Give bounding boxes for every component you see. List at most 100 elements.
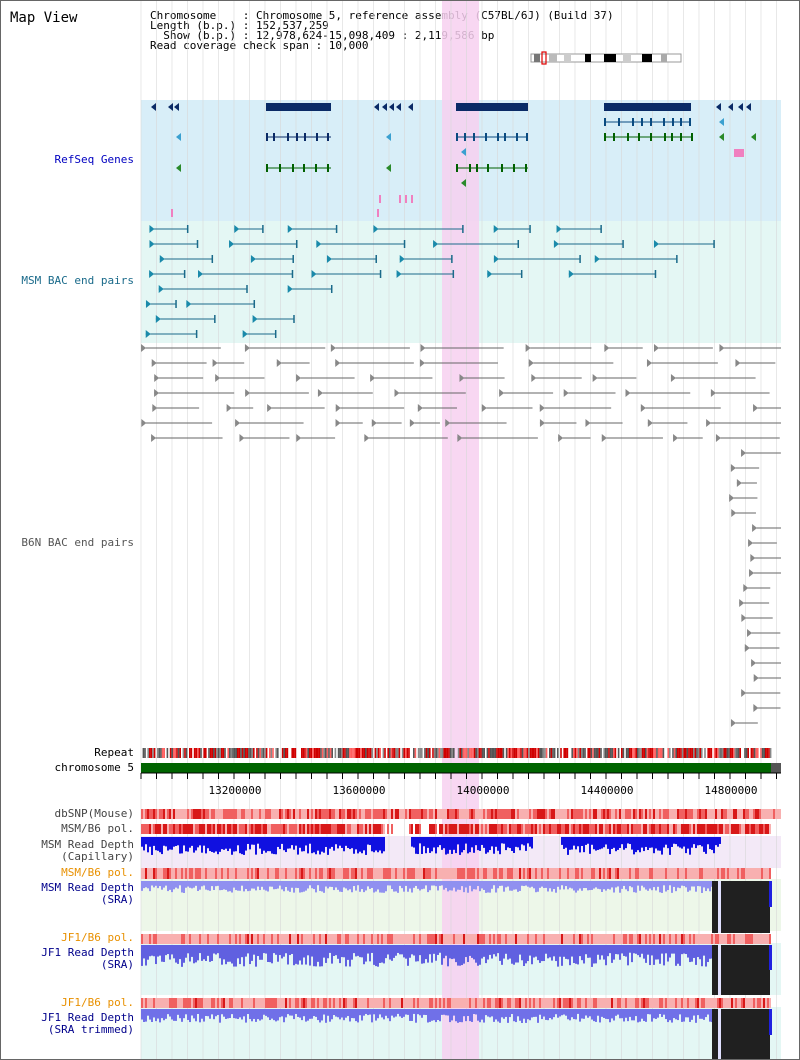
heat-cell xyxy=(605,934,607,944)
heat-cell xyxy=(693,809,695,819)
depth-bar xyxy=(343,1009,345,1021)
heat-cell xyxy=(499,868,501,879)
heat-cell xyxy=(189,824,191,834)
repeat-block xyxy=(765,748,767,758)
repeat-block xyxy=(313,748,316,758)
heat-cell xyxy=(377,998,379,1008)
heat-cell xyxy=(313,998,315,1008)
heat-cell xyxy=(555,809,557,819)
heat-cell xyxy=(629,934,631,944)
heat-cell xyxy=(367,868,369,879)
repeat-block xyxy=(453,748,455,758)
depth-bar xyxy=(645,945,647,963)
heat-cell xyxy=(479,824,481,834)
repeat-block xyxy=(625,748,628,758)
heat-cell xyxy=(601,998,603,1008)
heat-cell xyxy=(231,809,233,819)
heat-cell xyxy=(369,934,371,944)
repeat-block xyxy=(160,748,162,758)
depth-bar xyxy=(639,837,641,853)
exon xyxy=(618,118,620,126)
depth-bar xyxy=(463,881,465,893)
depth-bar xyxy=(415,837,417,854)
depth-bar xyxy=(671,1009,673,1023)
heat-cell xyxy=(657,824,659,834)
heat-cell xyxy=(265,809,267,819)
heat-cell xyxy=(141,809,143,819)
repeat-block xyxy=(147,748,149,758)
depth-bar xyxy=(299,1009,301,1018)
repeat-block xyxy=(526,748,529,758)
heat-cell xyxy=(709,934,711,944)
heat-cell xyxy=(709,868,711,879)
depth-bar xyxy=(601,837,603,849)
heat-cell xyxy=(399,868,401,879)
depth-bar xyxy=(237,881,239,891)
heat-cell xyxy=(401,868,403,879)
depth-bar xyxy=(345,1009,347,1018)
depth-bar xyxy=(247,837,249,844)
heat-cell xyxy=(563,998,565,1008)
depth-bar xyxy=(555,881,557,893)
heat-cell xyxy=(195,868,197,879)
depth-bar xyxy=(435,881,437,887)
heat-cell xyxy=(225,998,227,1008)
depth-bar xyxy=(449,945,451,959)
heat-cell xyxy=(305,824,307,834)
heat-cell xyxy=(631,998,633,1008)
repeat-block xyxy=(153,748,156,758)
depth-bar xyxy=(191,837,193,846)
heat-cell xyxy=(383,998,385,1008)
heat-cell xyxy=(365,934,367,944)
heat-cell xyxy=(603,934,605,944)
heat-cell xyxy=(457,998,459,1008)
depth-bar xyxy=(663,881,665,886)
heat-cell xyxy=(635,998,637,1008)
depth-bar xyxy=(683,881,685,887)
depth-bar xyxy=(503,945,505,959)
depth-bar xyxy=(607,837,609,849)
heat-cell xyxy=(577,998,579,1008)
heat-cell xyxy=(291,824,293,834)
chromosome-ideogram[interactable] xyxy=(530,51,682,65)
depth-bar xyxy=(505,1009,507,1017)
heat-cell xyxy=(633,934,635,944)
repeat-block xyxy=(734,748,737,758)
heat-cell xyxy=(693,824,695,834)
depth-bar xyxy=(283,945,285,957)
heat-cell xyxy=(409,998,411,1008)
heat-cell xyxy=(721,934,723,944)
depth-bar xyxy=(325,837,327,847)
depth-bar xyxy=(711,837,713,850)
bac-end xyxy=(287,225,293,233)
heat-cell xyxy=(421,934,423,944)
label-jf1-pol-1: JF1/B6 pol. xyxy=(61,931,134,944)
heat-cell xyxy=(191,809,193,819)
depth-bar xyxy=(397,945,399,953)
bac-end xyxy=(670,374,676,382)
exon xyxy=(315,164,317,172)
depth-bar xyxy=(413,881,415,888)
depth-bar xyxy=(353,837,355,854)
depth-bar xyxy=(621,837,623,845)
heat-cell xyxy=(641,868,643,879)
heat-cell xyxy=(365,809,367,819)
depth-bar xyxy=(421,1009,423,1018)
heat-cell xyxy=(765,868,767,879)
depth-bar xyxy=(273,837,275,855)
heat-cell xyxy=(205,824,207,834)
depth-bar xyxy=(717,837,719,847)
heat-cell xyxy=(751,824,753,834)
depth-bar xyxy=(595,837,597,851)
depth-bar xyxy=(317,945,319,962)
heat-cell xyxy=(283,934,285,944)
heat-cell xyxy=(325,998,327,1008)
heat-cell xyxy=(411,998,413,1008)
depth-bar xyxy=(201,945,203,961)
heat-cell xyxy=(359,868,361,879)
heat-cell xyxy=(281,824,283,834)
heat-cell xyxy=(447,824,449,834)
repeat-block xyxy=(713,748,716,758)
depth-bar xyxy=(267,945,269,962)
